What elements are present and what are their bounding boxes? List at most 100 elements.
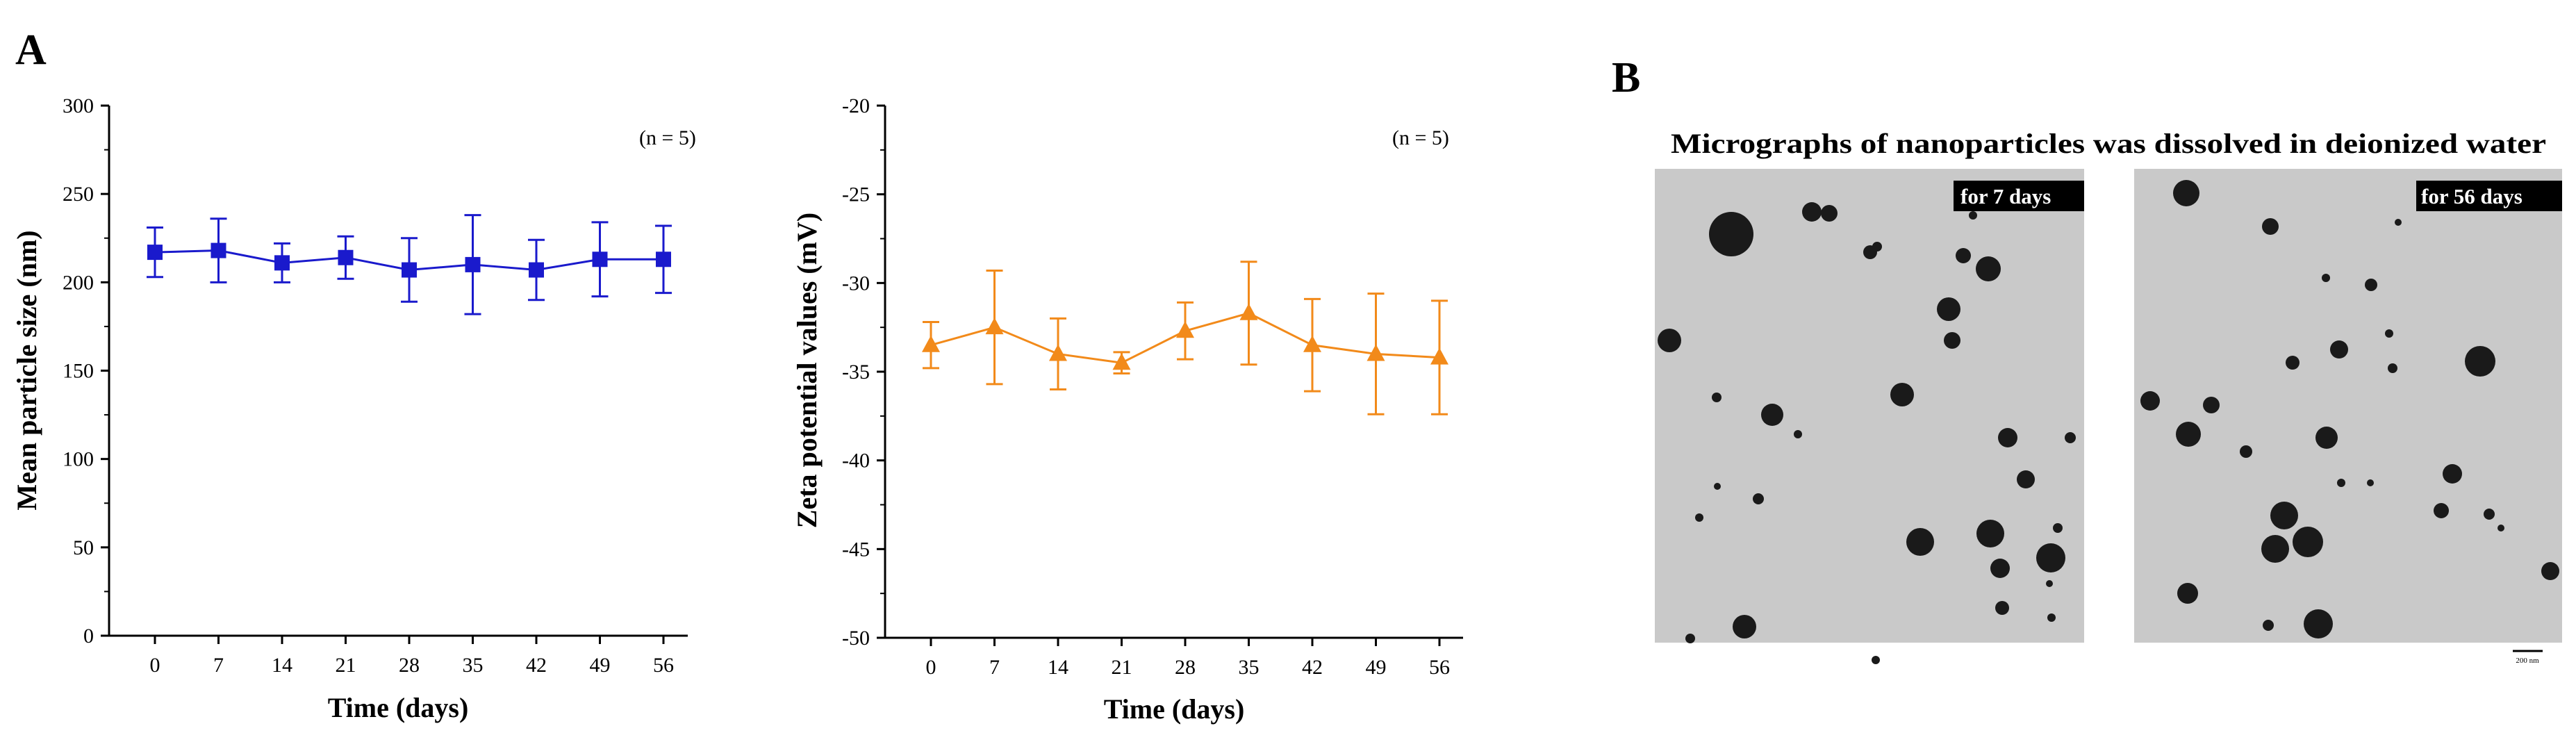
nanoparticle	[2017, 470, 2035, 488]
nanoparticle	[1944, 332, 1960, 349]
x-tick-label: 28	[1175, 656, 1196, 679]
nanoparticle	[1937, 297, 1960, 321]
nanoparticle	[2367, 479, 2374, 486]
nanoparticle	[2293, 527, 2323, 557]
nanoparticle	[1709, 212, 1753, 256]
nanoparticle	[2046, 580, 2053, 587]
nanoparticle	[2263, 620, 2274, 631]
y-tick-label: -30	[842, 272, 870, 295]
nanoparticle	[2203, 397, 2220, 413]
nanoparticle	[1658, 329, 1681, 352]
y-tick-label: -20	[842, 94, 870, 117]
nanoparticle	[2140, 391, 2160, 411]
x-tick-label: 14	[272, 654, 292, 677]
data-point	[656, 252, 671, 267]
data-point	[338, 249, 354, 265]
nanoparticle	[1976, 256, 2001, 281]
data-point	[1303, 335, 1321, 352]
nanoparticle	[1761, 404, 1783, 426]
nanoparticle	[2541, 562, 2559, 580]
y-tick-label: 150	[63, 360, 94, 383]
nanoparticle	[2261, 535, 2289, 563]
y-tick-label: -45	[842, 538, 870, 561]
nanoparticle	[1872, 656, 1880, 664]
x-tick-label: 0	[150, 654, 160, 677]
nanoparticle	[1794, 430, 1802, 438]
micrograph-label-56-days: for 56 days	[2421, 184, 2523, 208]
nanoparticle	[2065, 432, 2076, 443]
nanoparticle	[2177, 583, 2198, 604]
x-tick-label: 14	[1048, 656, 1068, 679]
nanoparticle	[2173, 180, 2199, 206]
y-tick-label: 50	[73, 536, 94, 559]
sample-size-annotation: (n = 5)	[639, 126, 696, 149]
x-tick-label: 35	[463, 654, 484, 677]
y-tick-label: -50	[842, 627, 870, 650]
x-axis-title: Time (days)	[328, 692, 469, 723]
x-tick-label: 49	[1366, 656, 1387, 679]
zeta-potential-chart: -50 -45 -40 -35 -30 -25 -20 0 7 14 21 28 35 42 49 56 (…	[791, 94, 1463, 725]
x-tick-label: 0	[926, 656, 936, 679]
nanoparticle	[1695, 513, 1703, 522]
data-point	[465, 256, 481, 272]
x-axis-title: Time (days)	[1104, 693, 1245, 725]
micrographs-panel: Micrographs of nanoparticles was dissolv…	[1655, 128, 2562, 665]
data-point	[922, 335, 940, 352]
nanoparticle	[2497, 525, 2504, 531]
y-tick-label: -25	[842, 183, 870, 206]
x-tick-label: 56	[1429, 656, 1450, 679]
micrograph-label-7-days: for 7 days	[1960, 184, 2051, 208]
particle-size-chart: 0 50 100 150 200 250 300 0 7 14 21 28 35 42 49 56 (n =…	[11, 94, 696, 723]
nanoparticle	[2322, 274, 2330, 282]
nanoparticle	[1890, 383, 1914, 406]
x-tick-label: 21	[336, 654, 356, 677]
x-tick-label: 35	[1239, 656, 1260, 679]
nanoparticle	[2053, 523, 2063, 533]
nanoparticle	[2434, 503, 2449, 518]
data-point	[210, 242, 226, 258]
nanoparticle	[2270, 502, 2298, 529]
nanoparticle	[2443, 464, 2462, 484]
nanoparticle	[1995, 601, 2009, 615]
data-point	[1176, 321, 1194, 338]
nanoparticle	[1906, 528, 1934, 556]
x-tick-label: 7	[213, 654, 224, 677]
y-tick-label: 0	[83, 625, 94, 648]
nanoparticle	[1998, 428, 2017, 447]
nanoparticle	[2240, 445, 2252, 458]
nanoparticle	[1712, 393, 1722, 402]
data-point	[529, 262, 544, 278]
micrographs-title: Micrographs of nanoparticles was dissolv…	[1671, 128, 2546, 159]
nanoparticle	[2385, 329, 2393, 338]
data-point	[592, 252, 608, 267]
nanoparticle	[2286, 356, 2300, 370]
data-point	[147, 245, 163, 261]
nanoparticle	[2465, 346, 2495, 377]
nanoparticle	[2262, 218, 2279, 235]
sample-size-annotation: (n = 5)	[1392, 126, 1449, 149]
x-tick-label: 49	[590, 654, 611, 677]
panel-a-label: A	[15, 26, 47, 74]
x-tick-label: 42	[1302, 656, 1323, 679]
x-tick-label: 42	[526, 654, 547, 677]
data-point	[985, 318, 1004, 335]
y-tick-label: 300	[63, 94, 94, 117]
x-tick-label: 7	[989, 656, 1000, 679]
micrograph-label-bg	[1954, 181, 2084, 211]
micrograph-label-bg	[2416, 181, 2562, 211]
y-tick-label: 250	[63, 183, 94, 206]
nanoparticle	[2315, 427, 2338, 449]
nanoparticle	[2484, 509, 2495, 520]
data-point	[402, 262, 417, 278]
panel-b-label: B	[1612, 54, 1640, 101]
y-axis-title: Zeta potential values (mV)	[791, 213, 823, 528]
data-point	[1239, 303, 1258, 320]
x-tick-label: 56	[653, 654, 674, 677]
micrograph-56-days	[2134, 169, 2562, 643]
nanoparticle	[2047, 613, 2056, 622]
x-tick-label: 21	[1112, 656, 1132, 679]
nanoparticle	[1872, 242, 1882, 252]
data-point	[1112, 353, 1131, 370]
nanoparticle	[1733, 615, 1756, 638]
